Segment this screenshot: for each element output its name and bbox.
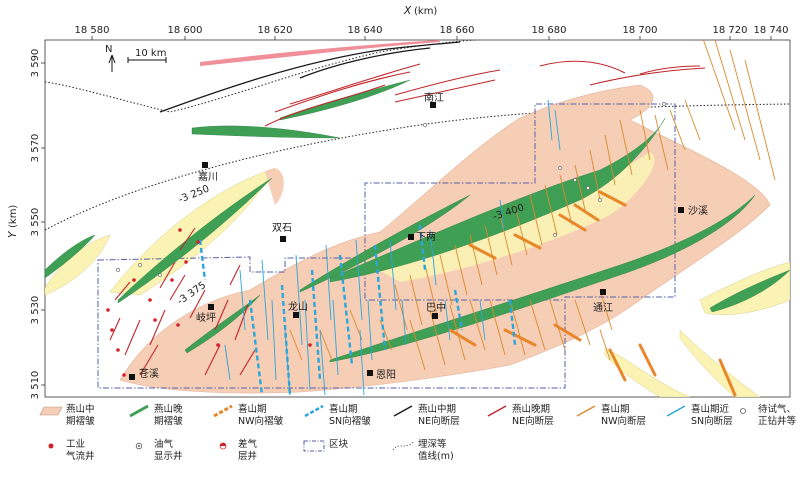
- town-label: 双石: [272, 222, 292, 234]
- scale-bar: 10 km: [127, 48, 167, 63]
- legend-label: 值线(m): [418, 450, 454, 462]
- legend-label: NE向断层: [512, 415, 554, 427]
- wells-industrial-gas: [106, 228, 312, 377]
- fold-pink-top: [200, 40, 440, 66]
- town-markers: [129, 102, 684, 380]
- town-label: 下两: [416, 232, 436, 243]
- legend-label: 燕山晚: [154, 403, 183, 415]
- y-tick-label: 3 510: [30, 371, 41, 400]
- legend-label: 燕山中: [66, 403, 95, 415]
- legend-label: 喜山期: [329, 403, 358, 415]
- x-tick-label: 18 740: [754, 25, 789, 36]
- town-labels: 南江 嘉川 双石 下两 沙溪 岐坪 龙山 巴中 通江 苍溪 恩阳: [139, 91, 708, 381]
- town-label: 嘉川: [198, 170, 218, 183]
- legend-label: 埋深等: [418, 438, 447, 450]
- legend-label: 气流井: [66, 450, 95, 462]
- legend-label: SN向断层: [691, 415, 733, 427]
- y-tick-label: 3 590: [30, 49, 41, 78]
- x-tick-label: 18 660: [440, 25, 475, 36]
- legend-label: 正钻井等: [758, 415, 797, 427]
- x-tick-label: 18 620: [258, 25, 293, 36]
- legend-item: 待试气、正钻井等: [740, 403, 797, 427]
- map-content: [45, 40, 790, 397]
- x-tick-label: 18 640: [348, 25, 383, 36]
- faults-yanshan-late-ne: [109, 60, 706, 376]
- legend-label: 期褶皱: [66, 415, 95, 427]
- svg-text:N: N: [105, 44, 112, 55]
- legend-label: 喜山期: [238, 403, 267, 415]
- legend-label: 燕山晚期: [512, 403, 550, 415]
- y-tick-label: 3 570: [30, 134, 41, 163]
- legend-label: 油气: [154, 438, 174, 450]
- folds-xishan-nw: [448, 190, 737, 397]
- legend-label: 待试气、: [758, 403, 796, 415]
- svg-text:10 km: 10 km: [135, 48, 166, 59]
- x-axis-title: X: [403, 5, 412, 17]
- x-axis-unit: (km): [414, 6, 437, 17]
- legend-label: 区块: [329, 438, 349, 450]
- x-tick-label: 18 680: [532, 25, 567, 36]
- town-label: 沙溪: [688, 205, 708, 217]
- x-tick-label: 18 600: [168, 25, 203, 36]
- legend-label: 喜山期近: [691, 403, 730, 415]
- legend-label: 工业: [66, 439, 85, 450]
- x-tick-label: 18 720: [713, 25, 748, 36]
- legend-label: SN向褶皱: [329, 415, 371, 427]
- town-label: 通江: [593, 302, 613, 314]
- x-axis: X (km) 18 580 18 600 18 620 18 640 18 660 18 …: [75, 5, 789, 40]
- x-tick-label: 18 580: [75, 25, 110, 36]
- north-arrow: N: [105, 44, 116, 72]
- y-tick-label: 3 530: [30, 296, 41, 325]
- legend-label: NE向断层: [418, 415, 460, 427]
- legend-label: NW向褶皱: [238, 415, 283, 427]
- y-axis: Y (km) 3 590 3 570 3 550 3 530 3 510: [7, 49, 45, 400]
- legend-item: 区块: [303, 438, 349, 452]
- town-label: 苍溪: [139, 367, 159, 380]
- legend-label: 差气: [238, 438, 258, 450]
- legend-label: 燕山中期: [418, 403, 456, 415]
- town-label: 巴中: [426, 301, 446, 314]
- legend-label: 层井: [238, 450, 257, 462]
- faults-xishan-sn: [224, 99, 561, 396]
- legend-label: 期褶皱: [154, 415, 183, 427]
- y-tick-label: 3 550: [30, 208, 41, 237]
- legend-label: 显示井: [154, 450, 183, 462]
- town-label: 南江: [424, 91, 444, 104]
- town-label: 龙山: [288, 300, 308, 313]
- y-axis-unit: (km): [8, 205, 19, 228]
- faults-yanshan-mid-ne: [159, 41, 461, 113]
- town-label: 岐坪: [196, 311, 216, 324]
- legend-label: 喜山期: [601, 403, 630, 415]
- town-label: 恩阳: [376, 369, 396, 381]
- wells-pending: [116, 102, 666, 277]
- x-tick-label: 18 700: [623, 25, 658, 36]
- faults-xishan-nw: [289, 40, 776, 371]
- legend-label: NW向断层: [601, 415, 646, 427]
- y-axis-title: Y: [7, 230, 19, 238]
- legend: 燕山中期褶皱燕山晚期褶皱喜山期NW向褶皱喜山期SN向褶皱燕山中期NE向断层燕山晚…: [39, 403, 797, 462]
